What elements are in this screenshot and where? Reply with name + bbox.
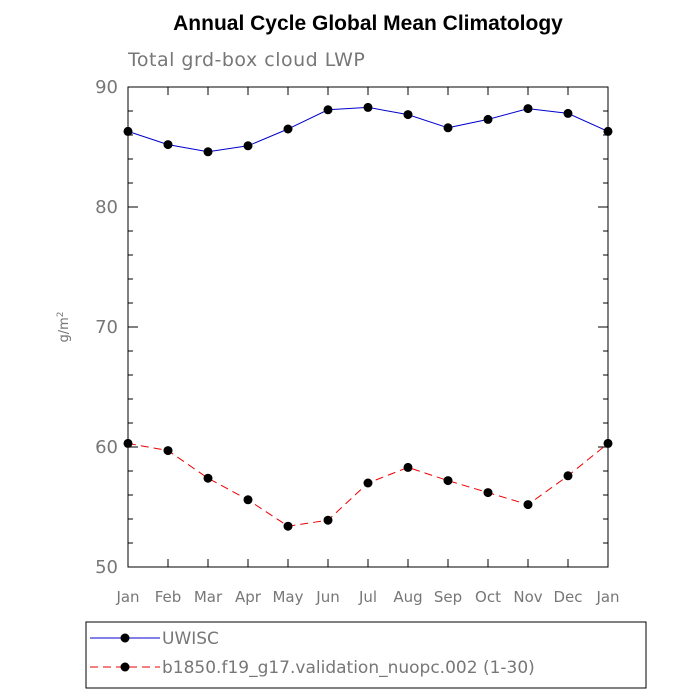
series-0-point bbox=[403, 110, 413, 120]
legend-marker-b1850 bbox=[120, 662, 130, 672]
series-0-point bbox=[483, 114, 493, 124]
series-0-point bbox=[243, 141, 253, 151]
x-tick-label: Apr bbox=[235, 588, 262, 606]
plot-frame bbox=[127, 86, 609, 568]
series-1-point bbox=[163, 446, 173, 456]
y-tick-label: 50 bbox=[95, 557, 118, 578]
series-0-point bbox=[203, 147, 213, 157]
x-tick-label: Nov bbox=[513, 588, 542, 606]
y-axis-label-superscript: 2 bbox=[56, 311, 66, 317]
legend: UWISC b1850.f19_g17.validation_nuopc.002… bbox=[85, 621, 647, 689]
chart-subtitle: Total grd-box cloud LWP bbox=[127, 49, 365, 71]
series-0-point bbox=[563, 108, 573, 118]
series-0-point bbox=[443, 123, 453, 133]
axes-layer: 50 60 70 80 90 Jan Feb Mar Apr May Jun Jul Aug Sep Oct… bbox=[95, 77, 619, 606]
series-1-point bbox=[403, 462, 413, 472]
legend-label-uwisc: UWISC bbox=[162, 629, 219, 649]
series-1-point bbox=[483, 488, 493, 498]
y-axis-label-text: g/m bbox=[57, 317, 72, 342]
series-1-point bbox=[443, 476, 453, 486]
x-tick-label: Aug bbox=[393, 588, 422, 606]
series-0-point bbox=[163, 140, 173, 150]
y-axis-label: g/m2 bbox=[56, 311, 72, 342]
y-tick-label: 70 bbox=[95, 317, 118, 338]
y-tick-label: 90 bbox=[95, 77, 118, 98]
x-tick-label: May bbox=[272, 588, 303, 606]
series-1-point bbox=[243, 495, 253, 505]
legend-marker-uwisc bbox=[120, 633, 130, 643]
series-1-point bbox=[203, 473, 213, 483]
series-layer bbox=[123, 102, 613, 531]
x-tick-label: Jun bbox=[315, 588, 339, 606]
series-1-point bbox=[563, 471, 573, 481]
series-0-point bbox=[323, 105, 333, 115]
x-tick-label: Jul bbox=[358, 588, 377, 606]
legend-box bbox=[85, 621, 647, 689]
series-0-point bbox=[363, 102, 373, 112]
x-tick-label: Jan bbox=[115, 588, 139, 606]
series-0-point bbox=[523, 104, 533, 114]
x-tick-label: Feb bbox=[155, 588, 182, 606]
series-0-point bbox=[283, 124, 293, 134]
y-tick-label: 60 bbox=[95, 437, 118, 458]
legend-label-b1850: b1850.f19_g17.validation_nuopc.002 (1-30… bbox=[162, 658, 535, 678]
series-1-point bbox=[323, 515, 333, 525]
x-tick-label: Dec bbox=[553, 588, 582, 606]
series-1-point bbox=[363, 478, 373, 488]
y-tick-label: 80 bbox=[95, 197, 118, 218]
x-tick-label: Sep bbox=[434, 588, 462, 606]
x-tick-label: Oct bbox=[475, 588, 501, 606]
x-tick-label: Jan bbox=[595, 588, 619, 606]
series-1-point bbox=[283, 521, 293, 531]
x-tick-label: Mar bbox=[194, 588, 223, 606]
series-line-0 bbox=[127, 106, 609, 153]
chart-title: Annual Cycle Global Mean Climatology bbox=[173, 12, 563, 35]
series-1-point bbox=[523, 500, 533, 510]
